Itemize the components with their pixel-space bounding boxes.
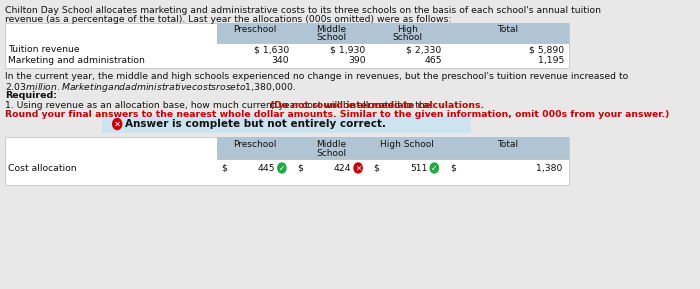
Text: $: $ <box>450 164 456 173</box>
Bar <box>5 23 568 68</box>
Text: 511: 511 <box>410 164 428 173</box>
Text: (Do not round intermediate calculations.: (Do not round intermediate calculations. <box>270 101 484 110</box>
Circle shape <box>430 163 438 173</box>
Text: Chilton Day School allocates marketing and administrative costs to its three sch: Chilton Day School allocates marketing a… <box>5 6 601 15</box>
Text: revenue (as a percentage of the total). Last year the allocations (000s omitted): revenue (as a percentage of the total). … <box>5 15 452 24</box>
Text: Marketing and administration: Marketing and administration <box>8 56 145 65</box>
Text: $: $ <box>374 164 379 173</box>
Text: Required:: Required: <box>5 91 57 100</box>
Text: 1,195: 1,195 <box>538 56 565 65</box>
Text: $2.03 million. Marketing and administrative costs rose to $1,380,000.: $2.03 million. Marketing and administrat… <box>5 81 296 94</box>
Text: School: School <box>392 33 422 42</box>
Text: ✓: ✓ <box>431 164 438 173</box>
Circle shape <box>278 163 286 173</box>
Text: Total: Total <box>497 25 518 34</box>
Text: 445: 445 <box>258 164 275 173</box>
Text: $ 5,890: $ 5,890 <box>529 45 565 54</box>
Text: 1. Using revenue as an allocation base, how much current year cost will be alloc: 1. Using revenue as an allocation base, … <box>5 101 437 110</box>
Text: Middle: Middle <box>316 140 346 149</box>
Text: Preschool: Preschool <box>233 140 276 149</box>
Text: High: High <box>397 25 418 34</box>
Bar <box>5 137 568 185</box>
Text: $: $ <box>298 164 303 173</box>
Text: 1,380: 1,380 <box>536 164 562 173</box>
Text: Preschool: Preschool <box>233 25 276 34</box>
Text: 390: 390 <box>348 56 365 65</box>
Text: $: $ <box>221 164 227 173</box>
Text: Cost allocation: Cost allocation <box>8 164 77 173</box>
Circle shape <box>354 163 362 173</box>
Bar <box>217 23 568 43</box>
Text: Tuition revenue: Tuition revenue <box>8 45 80 54</box>
Text: 424: 424 <box>334 164 351 173</box>
Text: School: School <box>316 33 346 42</box>
Text: $ 2,330: $ 2,330 <box>407 45 442 54</box>
Text: 340: 340 <box>272 56 289 65</box>
Bar <box>217 137 568 159</box>
Text: Round your final answers to the nearest whole dollar amounts. Similar to the giv: Round your final answers to the nearest … <box>5 110 669 119</box>
Text: ✕: ✕ <box>113 119 120 129</box>
Bar <box>102 116 471 133</box>
Text: In the current year, the middle and high schools experienced no change in revenu: In the current year, the middle and high… <box>5 72 628 81</box>
Text: Answer is complete but not entirely correct.: Answer is complete but not entirely corr… <box>125 119 386 129</box>
Circle shape <box>113 118 122 129</box>
Text: School: School <box>316 149 346 158</box>
Text: 465: 465 <box>424 56 442 65</box>
Text: $ 1,930: $ 1,930 <box>330 45 365 54</box>
Text: ✓: ✓ <box>279 164 285 173</box>
Text: Total: Total <box>497 140 518 149</box>
Text: High School: High School <box>380 140 434 149</box>
Text: ✕: ✕ <box>355 164 361 173</box>
Text: $ 1,630: $ 1,630 <box>254 45 289 54</box>
Text: Middle: Middle <box>316 25 346 34</box>
